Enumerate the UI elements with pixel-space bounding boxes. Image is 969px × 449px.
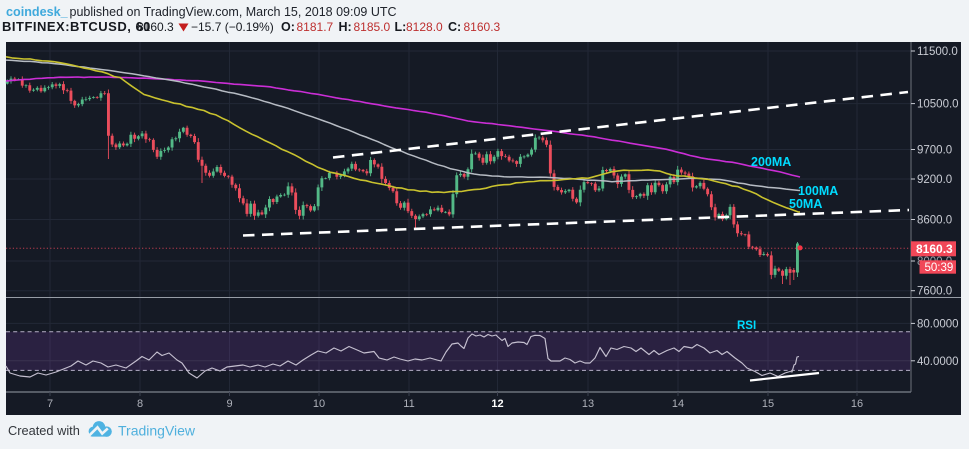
svg-text:Created with: Created with: [8, 423, 80, 438]
svg-text:9700.0: 9700.0: [917, 145, 952, 157]
svg-text:8181.7: 8181.7: [297, 20, 334, 34]
svg-text:8: 8: [137, 398, 143, 410]
svg-text:L:: L:: [395, 20, 407, 34]
svg-text:11500.0: 11500.0: [917, 46, 958, 58]
svg-text:−15.7 (−0.19%): −15.7 (−0.19%): [191, 20, 274, 34]
svg-text:8600.0: 8600.0: [917, 215, 952, 227]
svg-text:8160.3: 8160.3: [137, 20, 174, 34]
svg-text:40.0000: 40.0000: [917, 356, 959, 368]
svg-text:H:: H:: [339, 20, 352, 34]
svg-text:13: 13: [582, 398, 594, 410]
svg-text:C:: C:: [448, 20, 461, 34]
svg-text:9200.0: 9200.0: [917, 174, 952, 186]
svg-text:16: 16: [851, 398, 863, 410]
svg-text:50:39: 50:39: [925, 262, 954, 274]
svg-text:10500.0: 10500.0: [917, 99, 959, 111]
svg-text:BITFINEX:BTCUSD, 60: BITFINEX:BTCUSD, 60: [2, 19, 151, 34]
svg-text:200MA: 200MA: [751, 155, 791, 169]
svg-text:12: 12: [491, 398, 503, 410]
svg-text:8185.0: 8185.0: [354, 20, 391, 34]
svg-text:100MA: 100MA: [798, 184, 838, 198]
svg-text:7: 7: [47, 398, 53, 410]
svg-text:RSI: RSI: [737, 320, 756, 332]
svg-text:published on TradingView.com,: published on TradingView.com, March 15, …: [70, 5, 397, 19]
svg-text:11: 11: [403, 398, 414, 410]
svg-text:8160.3: 8160.3: [916, 242, 953, 256]
svg-text:10: 10: [313, 398, 325, 410]
svg-text:50MA: 50MA: [789, 197, 822, 211]
svg-text:8128.0: 8128.0: [406, 20, 443, 34]
svg-text:8160.3: 8160.3: [464, 20, 501, 34]
svg-text:O:: O:: [281, 20, 295, 34]
svg-text:9: 9: [226, 398, 232, 410]
svg-text:7600.0: 7600.0: [917, 286, 952, 298]
svg-text:14: 14: [672, 398, 684, 410]
svg-text:TradingView: TradingView: [118, 423, 196, 439]
svg-text:15: 15: [762, 398, 774, 410]
svg-text:80.0000: 80.0000: [917, 318, 959, 330]
svg-text:coindesk_: coindesk_: [6, 5, 69, 19]
